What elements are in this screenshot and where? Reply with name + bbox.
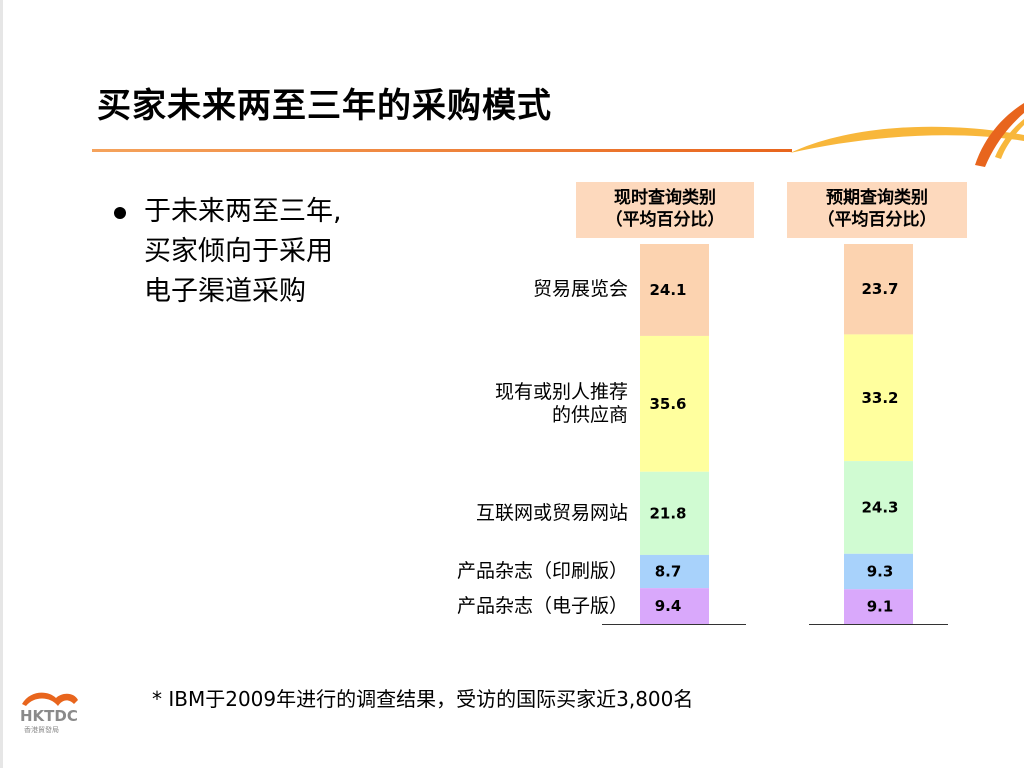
bar-segment [640,244,709,336]
bar-segment [844,461,913,554]
left-edge-strip [0,0,3,768]
category-label-line: 产品杂志（印刷版） [456,560,628,583]
data-label: 8.7 [655,563,682,581]
bar-segment [844,589,913,624]
data-label: 9.4 [655,597,682,615]
current-inquiry-header: 现时查询类别 （平均百分比） [576,182,754,238]
data-label: 21.8 [649,504,686,522]
data-label: 24.1 [649,281,686,299]
bullet-line: 于未来两至三年, [144,196,342,227]
data-label: 33.2 [861,389,898,407]
current-header-line: 现时查询类别 [614,188,716,208]
bullet-icon [114,207,126,219]
data-label: 9.3 [867,563,894,581]
bullet-line: 买家倾向于采用 [144,236,333,267]
category-label: 贸易展览会 [533,278,628,301]
category-label: 产品杂志（印刷版） [457,560,628,583]
current-header-line: （平均百分比） [605,210,725,230]
category-label: 产品杂志（电子版） [457,595,628,618]
expected-inquiry-header: 预期查询类别 （平均百分比） [787,182,967,238]
page-title: 买家未来两至三年的采购模式 [97,86,552,126]
bar-segment [844,553,913,590]
bar-segment [640,554,709,589]
svg-text:HKTDC: HKTDC [20,707,78,725]
decorative-swoosh [790,103,1024,167]
bar-segment [640,335,709,472]
bullet-line: 电子渠道采购 [144,276,306,307]
category-label: 现有或别人推荐 的供应商 [495,381,628,427]
data-label: 9.1 [867,598,894,616]
expected-header-line: （平均百分比） [817,210,937,230]
data-label: 23.7 [861,280,898,298]
category-label-line: 互联网或贸易网站 [475,501,628,524]
category-label-line: 现有或别人推荐 [494,380,628,403]
expected-header-line: 预期查询类别 [826,188,928,208]
bar-segment [844,334,913,462]
bullet-text: 于未来两至三年, 买家倾向于采用 电子渠道采购 [144,192,404,312]
bar-segment [640,588,709,624]
data-label: 24.3 [861,498,898,516]
category-label-line: 贸易展览会 [532,278,628,301]
footnote: * IBM于2009年进行的调查结果，受访的国际买家近3,800名 [152,687,694,711]
svg-text:香港貿發局: 香港貿發局 [24,725,59,734]
bar-segment [640,471,709,555]
category-label: 互联网或贸易网站 [476,502,628,525]
data-label: 35.6 [649,395,686,413]
title-underline [92,149,792,152]
category-label-line: 产品杂志（电子版） [456,594,628,617]
category-label-line: 的供应商 [551,403,628,426]
hktdc-logo: HKTDC 香港貿發局 [20,692,78,734]
bar-segment [844,244,913,335]
